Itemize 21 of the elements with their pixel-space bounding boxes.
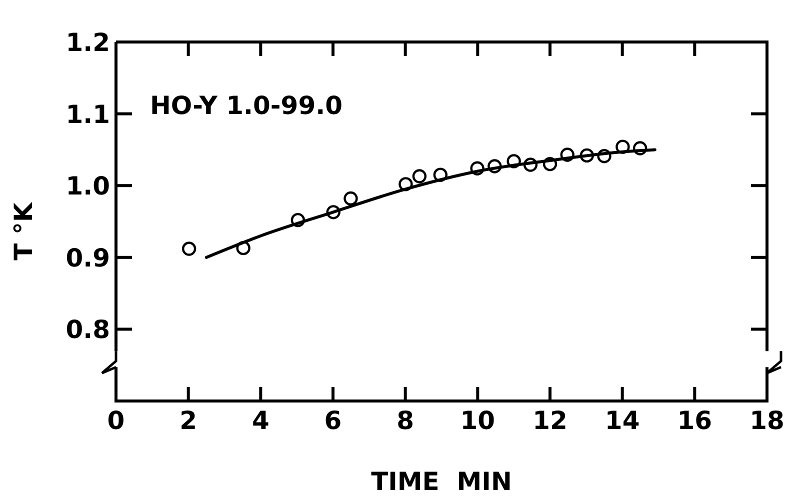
annotation: HO-Y 1.0-99.0 — [150, 91, 342, 120]
x-tick-label: 10 — [460, 406, 496, 435]
y-tick-label: 0.8 — [66, 315, 110, 344]
x-tick-label: 8 — [396, 406, 414, 435]
y-tick-label: 1.0 — [66, 172, 110, 201]
x-tick-label: 18 — [750, 406, 784, 435]
point — [412, 169, 427, 184]
x-tick-label: 14 — [604, 406, 640, 435]
x-tick-label: 0 — [107, 406, 125, 435]
x-tick-label: 4 — [252, 406, 270, 435]
point — [182, 242, 196, 256]
y-tick-label: 1.1 — [66, 100, 110, 129]
x-tick-label: 16 — [677, 406, 712, 435]
y-tick-label: 1.2 — [66, 28, 110, 57]
x-tick-label: 12 — [532, 406, 568, 435]
x-tick-label: 6 — [324, 406, 342, 435]
x-tick-label: 2 — [180, 406, 198, 435]
y-axis-title: T °K — [9, 201, 38, 260]
x-axis-title: TIME MIN — [371, 467, 512, 496]
point — [344, 191, 358, 206]
y-tick-label: 0.9 — [66, 243, 110, 272]
